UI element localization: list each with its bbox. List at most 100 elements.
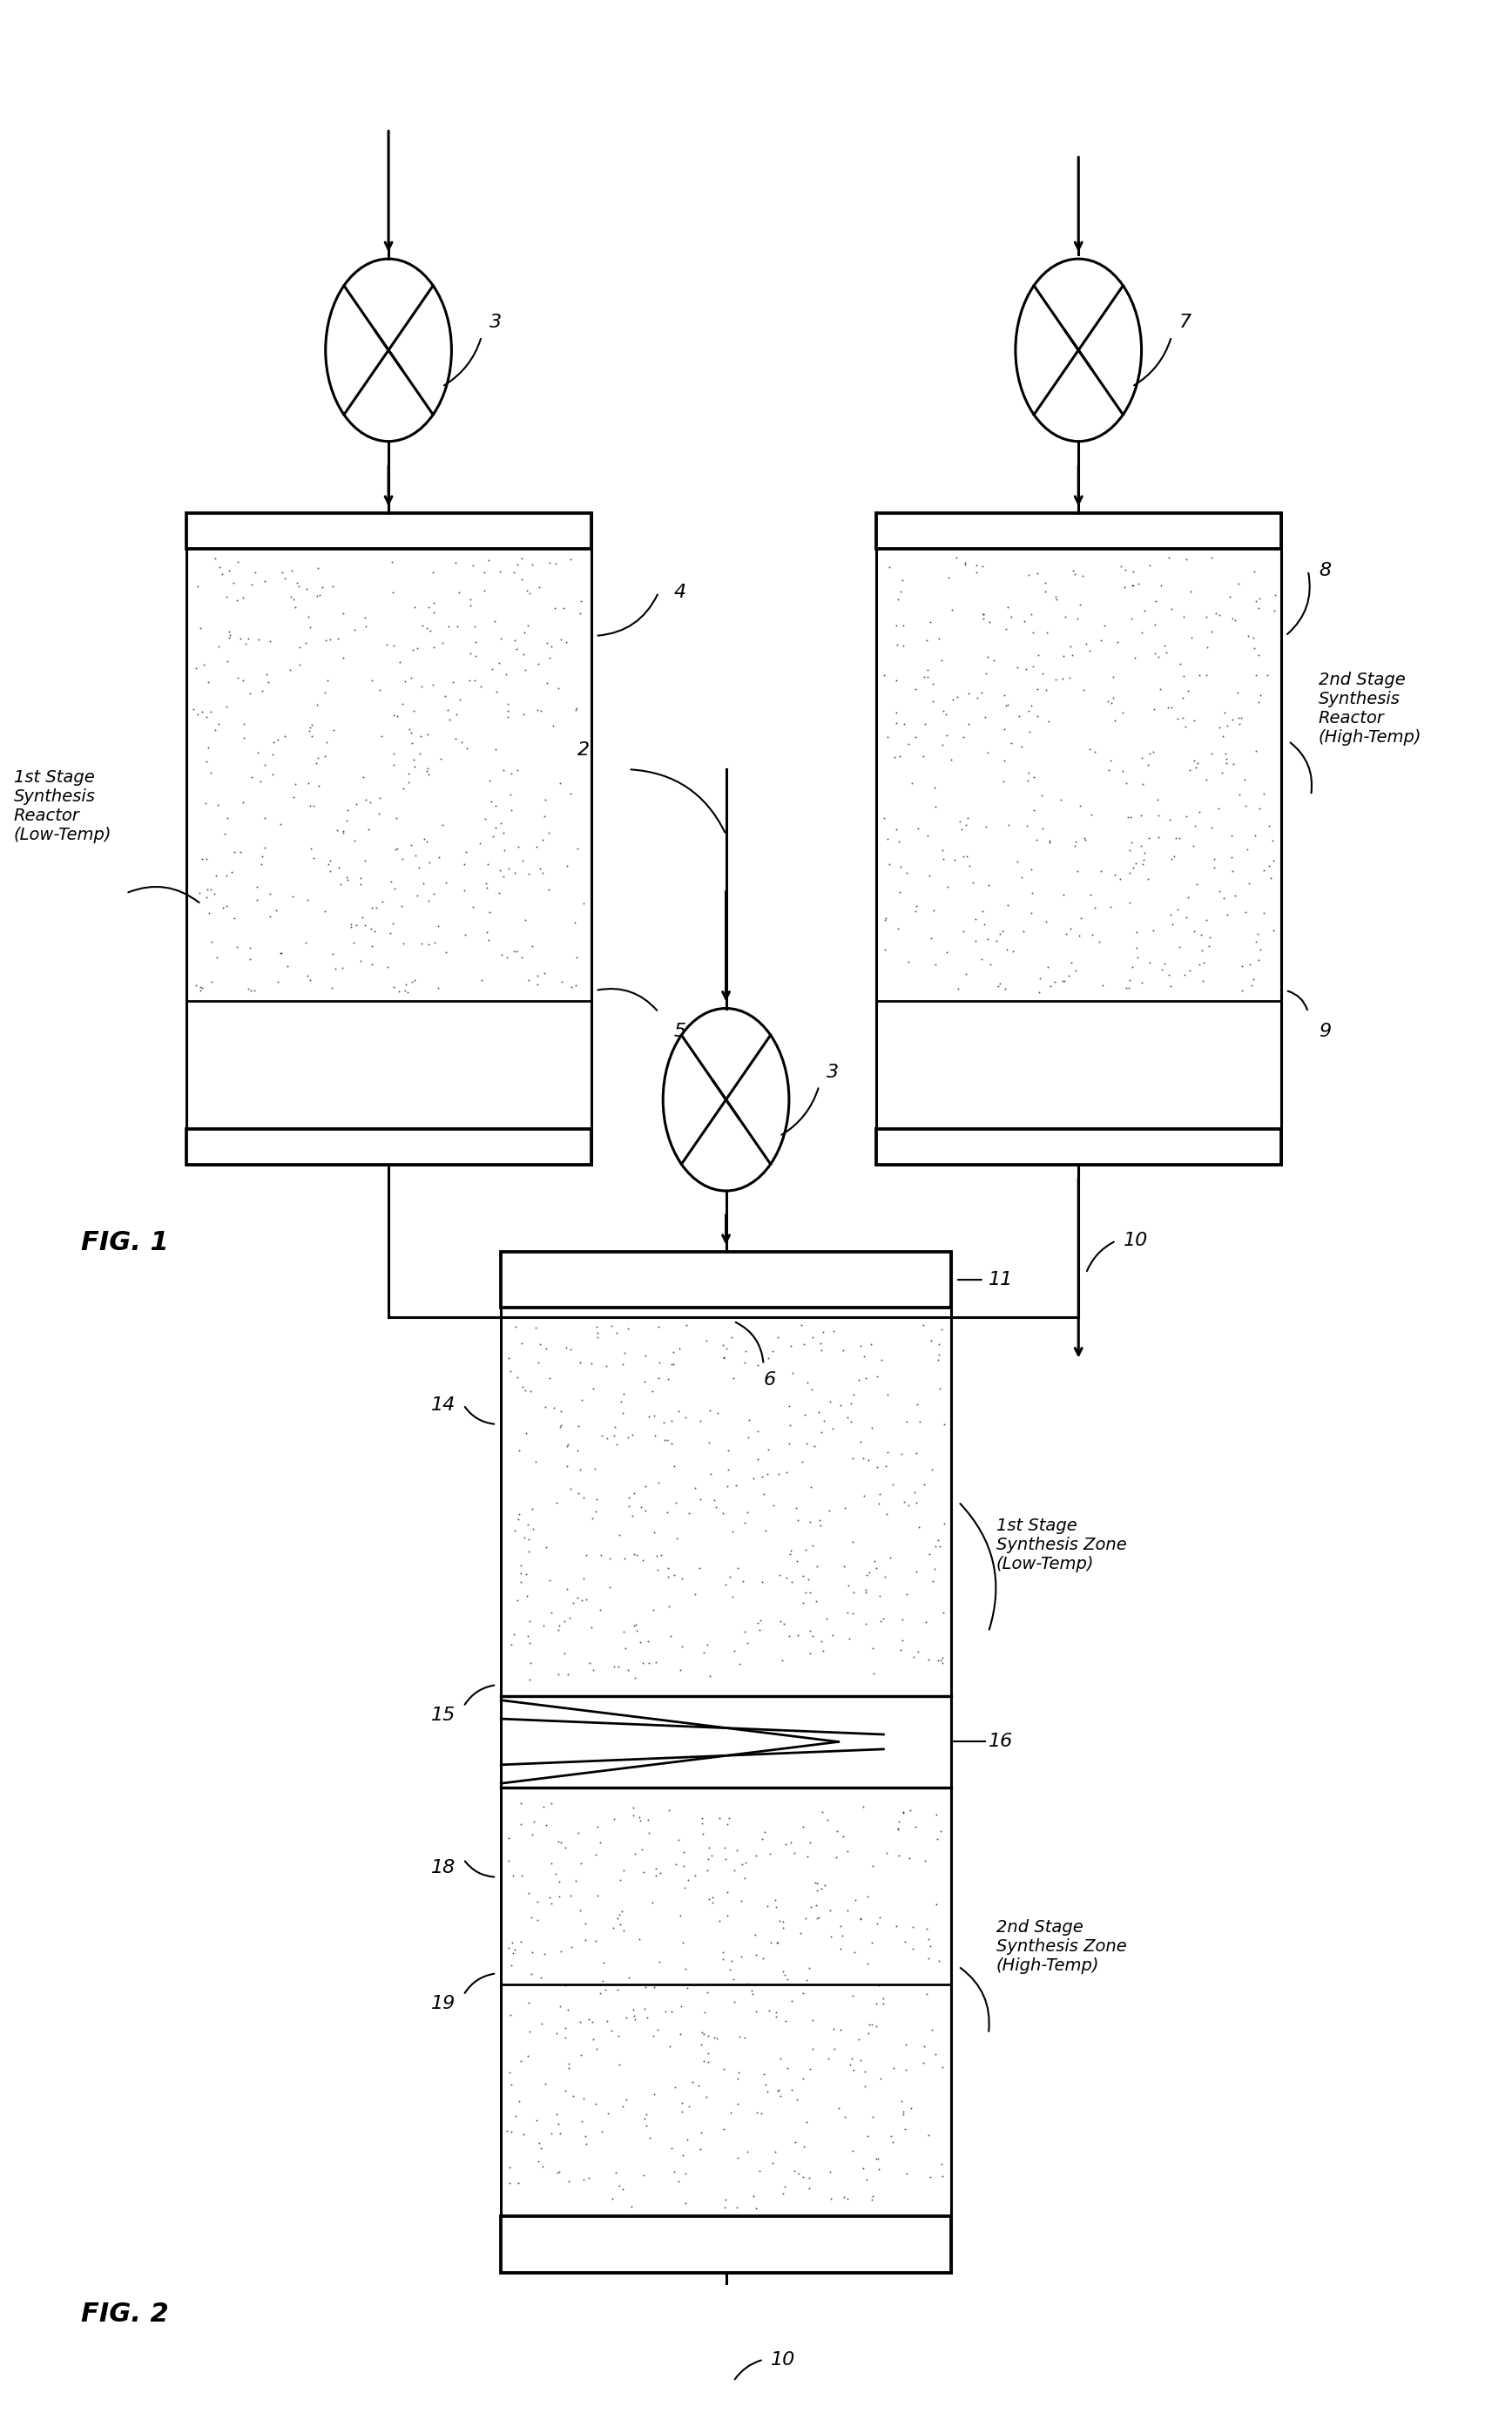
Point: [351, 757, 375, 796]
Point: [437, 699, 461, 738]
Point: [621, 1534, 646, 1573]
Point: [670, 2084, 694, 2122]
Point: [245, 866, 269, 905]
Point: [514, 1556, 538, 1595]
Point: [541, 707, 565, 745]
Point: [1116, 799, 1140, 837]
Point: [951, 716, 975, 755]
Point: [1187, 946, 1211, 985]
Point: [564, 690, 588, 728]
Point: [1202, 847, 1226, 886]
Bar: [875, 513, 1281, 1164]
Point: [877, 845, 901, 883]
Point: [658, 2026, 682, 2064]
Point: [537, 639, 561, 678]
Point: [1164, 818, 1188, 857]
Point: [552, 1634, 576, 1672]
Point: [416, 881, 440, 920]
Point: [954, 837, 978, 876]
Point: [579, 1609, 603, 1648]
Point: [532, 782, 556, 820]
Point: [387, 973, 411, 1012]
Point: [921, 663, 945, 702]
Point: [206, 786, 230, 825]
Point: [242, 970, 266, 1009]
Point: [1132, 832, 1157, 871]
Point: [895, 2154, 919, 2193]
Text: 14: 14: [431, 1396, 457, 1413]
Point: [885, 692, 909, 731]
Point: [1117, 854, 1142, 893]
Point: [547, 1863, 572, 1902]
Point: [1137, 944, 1161, 983]
Point: [714, 2180, 738, 2219]
Point: [215, 578, 239, 617]
Point: [1182, 806, 1207, 845]
Point: [503, 1307, 528, 1346]
Point: [1143, 605, 1167, 644]
Point: [744, 1837, 768, 1875]
Point: [756, 1454, 780, 1493]
Point: [546, 668, 570, 707]
Text: 7: 7: [1179, 315, 1191, 332]
Point: [334, 801, 358, 840]
Point: [810, 1793, 835, 1832]
Point: [773, 1825, 797, 1863]
Point: [458, 634, 482, 673]
Point: [233, 624, 257, 663]
Point: [912, 1464, 936, 1503]
Point: [624, 1612, 649, 1650]
Point: [918, 1534, 942, 1573]
Point: [891, 1793, 915, 1832]
Point: [652, 1404, 676, 1442]
Point: [809, 1868, 833, 1907]
Point: [931, 2156, 956, 2195]
Point: [891, 2093, 915, 2132]
Point: [499, 1626, 523, 1665]
Point: [546, 1612, 570, 1650]
Point: [714, 1329, 738, 1367]
Point: [644, 1537, 668, 1575]
Point: [744, 1992, 768, 2030]
Point: [919, 1321, 943, 1360]
Point: [313, 736, 337, 774]
Point: [473, 799, 497, 837]
Point: [836, 1890, 860, 1929]
Point: [1172, 598, 1196, 636]
Point: [305, 738, 330, 777]
Point: [575, 2125, 599, 2163]
Point: [496, 1817, 520, 1856]
Point: [505, 932, 529, 970]
Point: [891, 561, 915, 600]
Point: [384, 799, 408, 837]
Point: [664, 1844, 688, 1883]
Point: [847, 2021, 871, 2059]
Point: [927, 1324, 951, 1362]
Point: [298, 607, 322, 646]
Point: [1119, 799, 1143, 837]
Point: [699, 1392, 723, 1430]
Point: [898, 1791, 922, 1830]
Point: [1252, 774, 1276, 813]
Point: [779, 1982, 803, 2021]
Point: [1185, 864, 1210, 903]
Point: [553, 1827, 578, 1866]
Point: [963, 900, 987, 939]
Point: [885, 624, 909, 663]
Point: [1022, 791, 1046, 830]
Point: [393, 966, 417, 1004]
Point: [511, 2115, 535, 2154]
Point: [481, 818, 505, 857]
Point: [546, 2103, 570, 2142]
Point: [676, 2086, 700, 2125]
Point: [717, 1798, 741, 1837]
Point: [584, 1493, 608, 1532]
Point: [538, 627, 562, 666]
Point: [868, 1897, 892, 1936]
Point: [286, 564, 310, 603]
Point: [225, 581, 249, 620]
Point: [918, 1926, 942, 1965]
Point: [1229, 970, 1253, 1009]
Point: [490, 934, 514, 973]
Point: [547, 1408, 572, 1447]
